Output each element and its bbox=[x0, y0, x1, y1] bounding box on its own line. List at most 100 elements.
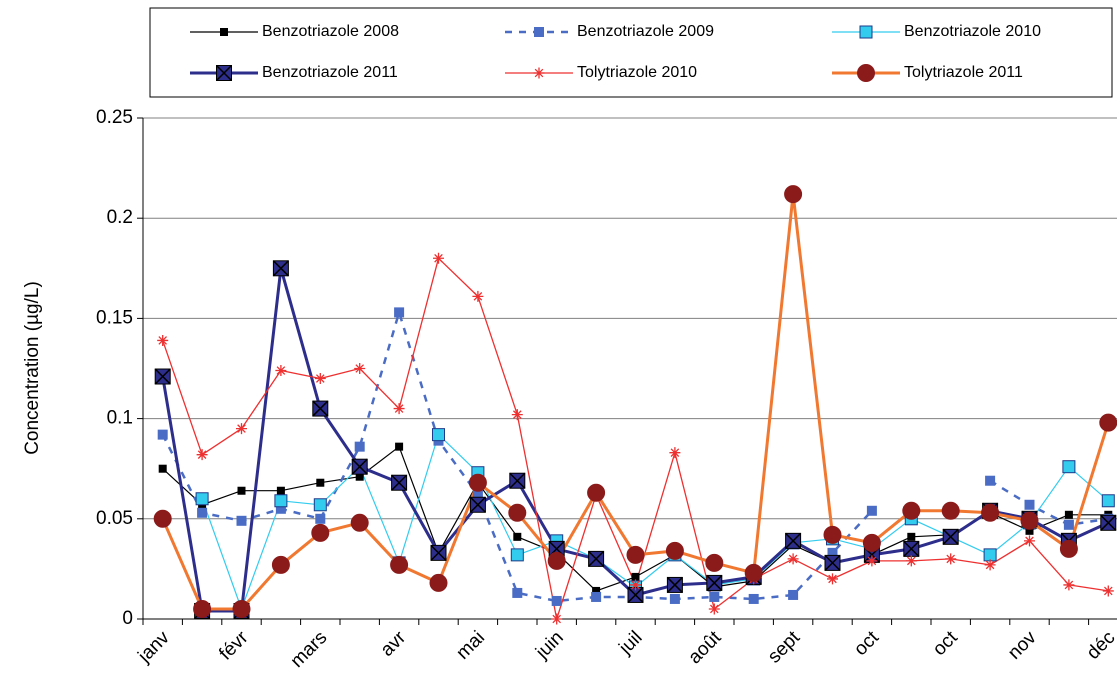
marker-shape bbox=[907, 532, 916, 541]
marker-shape bbox=[983, 548, 997, 562]
marker bbox=[787, 553, 799, 565]
marker-shape bbox=[824, 554, 841, 571]
marker bbox=[907, 532, 916, 541]
marker-shape bbox=[513, 532, 522, 541]
x-tick-label: mai bbox=[452, 627, 489, 664]
marker-shape bbox=[511, 409, 523, 421]
marker bbox=[981, 503, 1000, 522]
marker bbox=[631, 572, 640, 581]
marker-shape bbox=[153, 509, 172, 528]
marker bbox=[942, 528, 959, 545]
marker bbox=[666, 576, 683, 593]
marker-shape bbox=[509, 472, 526, 489]
marker bbox=[588, 550, 605, 567]
marker-shape bbox=[985, 475, 996, 486]
marker bbox=[941, 501, 960, 520]
marker bbox=[945, 553, 957, 565]
marker-shape bbox=[785, 532, 802, 549]
marker-shape bbox=[1099, 413, 1117, 432]
marker-shape bbox=[197, 507, 208, 518]
marker bbox=[903, 540, 920, 557]
marker bbox=[1059, 539, 1078, 558]
legend-item: Benzotriazole 2010 bbox=[832, 23, 1041, 40]
legend-label: Tolytriazole 2011 bbox=[904, 64, 1023, 81]
marker bbox=[472, 290, 484, 302]
marker bbox=[509, 472, 526, 489]
marker-shape bbox=[196, 449, 208, 461]
marker bbox=[1102, 585, 1114, 597]
marker-shape bbox=[430, 544, 447, 561]
marker-shape bbox=[220, 28, 228, 36]
marker bbox=[232, 599, 251, 618]
marker bbox=[469, 496, 486, 513]
marker bbox=[626, 545, 645, 564]
marker bbox=[591, 591, 602, 602]
marker-shape bbox=[709, 591, 720, 602]
marker-shape bbox=[547, 551, 566, 570]
marker-shape bbox=[512, 587, 523, 598]
marker-shape bbox=[945, 553, 957, 565]
marker-shape bbox=[469, 496, 486, 513]
marker bbox=[314, 373, 326, 385]
marker-shape bbox=[236, 515, 247, 526]
marker-shape bbox=[468, 473, 487, 492]
marker bbox=[1063, 519, 1074, 530]
marker-shape bbox=[902, 501, 921, 520]
marker-shape bbox=[708, 603, 720, 615]
marker bbox=[587, 483, 606, 502]
marker-shape bbox=[236, 423, 247, 435]
marker-shape bbox=[591, 591, 602, 602]
marker-shape bbox=[158, 464, 167, 473]
marker bbox=[311, 523, 330, 542]
x-tick-label: mars bbox=[287, 627, 332, 672]
legend-label: Benzotriazole 2009 bbox=[577, 23, 714, 40]
marker-shape bbox=[551, 613, 563, 625]
marker-shape bbox=[903, 540, 920, 557]
marker bbox=[197, 507, 208, 518]
x-tick-label: avr bbox=[377, 627, 411, 661]
marker-shape bbox=[588, 550, 605, 567]
marker-shape bbox=[1024, 499, 1035, 510]
marker-shape bbox=[866, 555, 878, 567]
marker bbox=[196, 449, 208, 461]
marker-shape bbox=[432, 428, 445, 442]
marker bbox=[157, 334, 169, 346]
marker-shape bbox=[232, 599, 251, 618]
marker-shape bbox=[314, 373, 326, 385]
marker bbox=[905, 555, 917, 567]
marker-shape bbox=[534, 27, 544, 37]
marker-shape bbox=[627, 586, 644, 603]
marker bbox=[354, 363, 366, 374]
y-tick-label: 0.15 bbox=[96, 307, 133, 328]
marker bbox=[669, 593, 680, 604]
marker bbox=[748, 593, 759, 604]
marker bbox=[195, 492, 209, 506]
marker-shape bbox=[1062, 460, 1076, 474]
x-tick-label: juil bbox=[615, 627, 647, 659]
legend-item: Benzotriazole 2008 bbox=[190, 23, 399, 40]
marker bbox=[512, 587, 523, 598]
marker-shape bbox=[905, 555, 917, 567]
marker-shape bbox=[784, 185, 803, 204]
marker bbox=[1100, 514, 1117, 531]
marker bbox=[983, 548, 997, 562]
marker-shape bbox=[669, 593, 680, 604]
marker-shape bbox=[391, 474, 408, 491]
y-tick-label: 0 bbox=[122, 608, 133, 629]
marker-shape bbox=[154, 368, 171, 385]
marker-shape bbox=[941, 501, 960, 520]
legend-label: Benzotriazole 2008 bbox=[262, 23, 399, 40]
marker-shape bbox=[312, 400, 329, 417]
marker bbox=[669, 447, 681, 459]
marker-shape bbox=[1024, 535, 1035, 547]
x-tick-label: août bbox=[684, 627, 726, 669]
marker-shape bbox=[272, 260, 289, 277]
marker bbox=[706, 574, 723, 591]
marker bbox=[236, 515, 247, 526]
marker bbox=[158, 464, 167, 473]
marker bbox=[316, 478, 325, 487]
marker-shape bbox=[859, 25, 873, 39]
marker bbox=[1101, 494, 1115, 508]
marker bbox=[391, 474, 408, 491]
x-tick-label: oct bbox=[850, 627, 883, 660]
